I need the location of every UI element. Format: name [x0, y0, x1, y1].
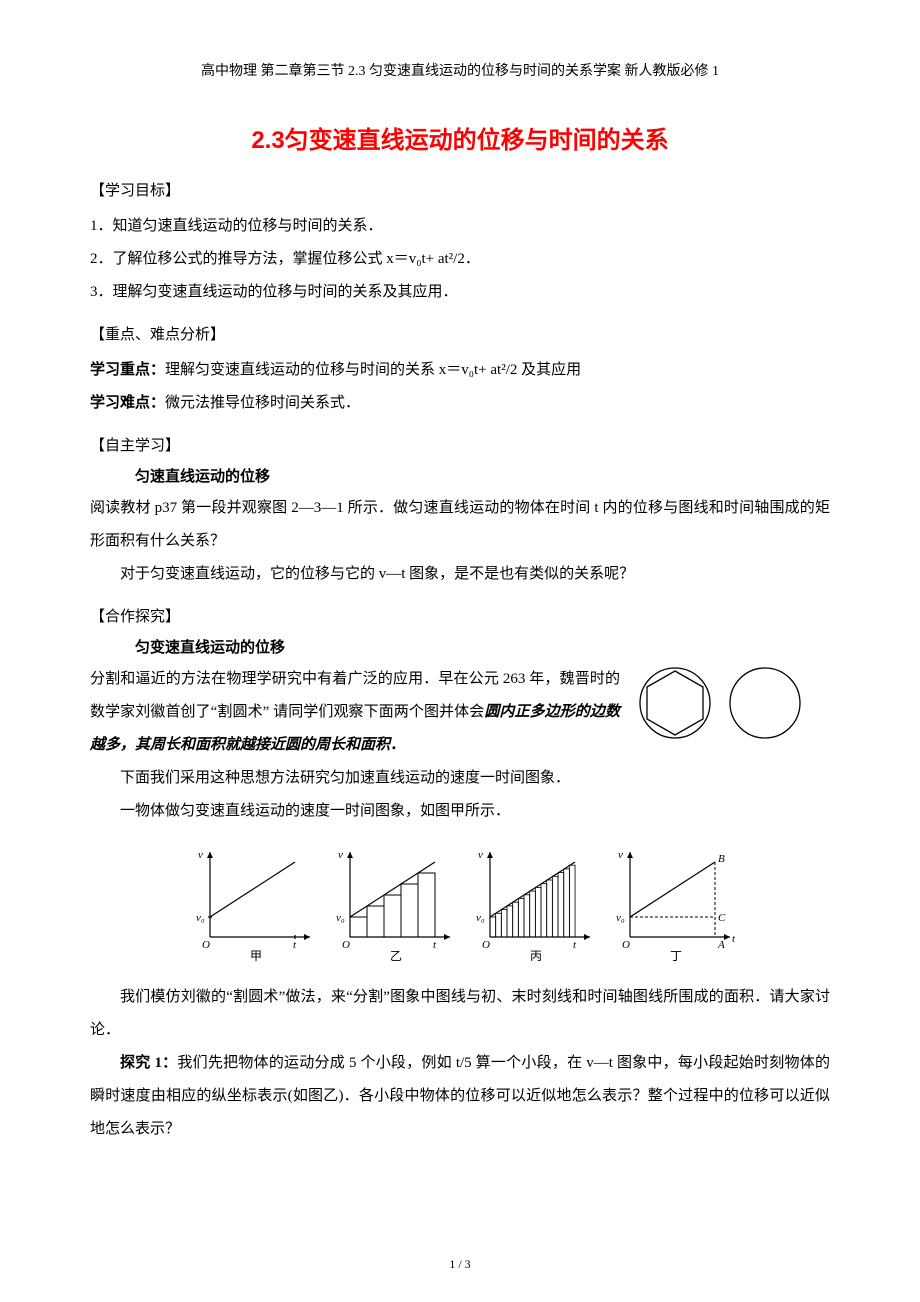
circle-icon — [730, 668, 800, 738]
header-text: 高中物理 第二章第三节 2.3 匀变速直线运动的位移与时间的关系学案 新人教版必… — [90, 60, 830, 80]
svg-text:丙: 丙 — [530, 949, 542, 962]
svg-text:t: t — [573, 939, 577, 951]
focus-heading: 【重点、难点分析】 — [90, 323, 830, 344]
chart-jia: v v₀ O t 甲 — [196, 849, 310, 962]
chart-ding: v v₀ O B C A t 丁 — [616, 849, 736, 962]
page: 高中物理 第二章第三节 2.3 匀变速直线运动的位移与时间的关系学案 新人教版必… — [0, 0, 920, 1302]
self-sub: 匀速直线运动的位移 — [90, 465, 830, 486]
svg-text:O: O — [482, 939, 490, 951]
focus-line2: 学习难点：微元法推导位移时间关系式． — [90, 387, 830, 420]
svg-text:v: v — [338, 849, 343, 861]
svg-text:乙: 乙 — [390, 949, 402, 962]
coop-sub: 匀变速直线运动的位移 — [90, 636, 830, 657]
svg-text:丁: 丁 — [670, 949, 682, 962]
polygon-circle-svg — [630, 663, 830, 743]
chart-yi: v v₀ O t 乙 — [336, 849, 450, 962]
svg-text:t: t — [732, 933, 736, 945]
coop-p2: 下面我们采用这种思想方法研究匀加速直线运动的速度一时间图象． — [90, 762, 830, 795]
self-heading: 【自主学习】 — [90, 434, 830, 455]
svg-text:v: v — [198, 849, 203, 861]
goals-heading: 【学习目标】 — [90, 179, 830, 200]
vt-charts: v v₀ O t 甲 v v₀ O — [90, 842, 830, 967]
self-p1: 阅读教材 p37 第一段并观察图 2—3—1 所示．做匀速直线运动的物体在时间 … — [90, 492, 830, 558]
svg-text:O: O — [342, 939, 350, 951]
svg-text:v₀: v₀ — [616, 912, 625, 924]
svg-text:甲: 甲 — [250, 949, 262, 962]
vt-charts-svg: v v₀ O t 甲 v v₀ O — [180, 842, 740, 962]
svg-text:O: O — [202, 939, 210, 951]
focus-line1: 学习重点：理解匀变速直线运动的位移与时间的关系 x＝v₀t+ at²/2 及其应… — [90, 354, 830, 387]
self-p2: 对于匀变速直线运动，它的位移与它的 v—t 图象，是不是也有类似的关系呢？ — [90, 558, 830, 591]
svg-text:t: t — [433, 939, 437, 951]
svg-text:v₀: v₀ — [476, 912, 485, 924]
focus-line1-text: 理解匀变速直线运动的位移与时间的关系 x＝v₀t+ at²/2 及其应用 — [165, 362, 581, 378]
goal-item-3: 3．理解匀变速直线运动的位移与时间的关系及其应用． — [90, 276, 830, 309]
coop-p3: 一物体做匀变速直线运动的速度一时间图象，如图甲所示． — [90, 795, 830, 828]
hexagon-in-circle-icon — [640, 668, 710, 738]
coop-p4: 我们模仿刘徽的“割圆术”做法，来“分割”图象中图线与初、末时刻线和时间轴图线所围… — [90, 981, 830, 1047]
svg-text:v₀: v₀ — [336, 912, 345, 924]
chart-bing: v v₀ O t 丙 — [476, 849, 590, 962]
svg-text:C: C — [718, 912, 726, 924]
explore1-label: 探究 1： — [120, 1055, 177, 1071]
focus-line2-label: 学习难点： — [90, 395, 165, 411]
main-title: 2.3匀变速直线运动的位移与时间的关系 — [90, 120, 830, 155]
page-number: 1 / 3 — [0, 1257, 920, 1272]
goal-item-2: 2．了解位移公式的推导方法，掌握位移公式 x＝v₀t+ at²/2． — [90, 243, 830, 276]
goal-item-1: 1．知道匀速直线运动的位移与时间的关系． — [90, 210, 830, 243]
focus-line2-text: 微元法推导位移时间关系式． — [165, 395, 360, 411]
svg-text:B: B — [718, 853, 725, 865]
svg-text:A: A — [717, 939, 725, 951]
explore1-text: 我们先把物体的运动分成 5 个小段，例如 t/5 算一个小段，在 v—t 图象中… — [90, 1055, 830, 1137]
polygon-circle-figure — [630, 663, 830, 748]
svg-text:v₀: v₀ — [196, 912, 205, 924]
svg-text:v: v — [618, 849, 623, 861]
coop-heading: 【合作探究】 — [90, 605, 830, 626]
focus-line1-label: 学习重点： — [90, 362, 165, 378]
explore1: 探究 1：我们先把物体的运动分成 5 个小段，例如 t/5 算一个小段，在 v—… — [90, 1047, 830, 1146]
svg-text:O: O — [622, 939, 630, 951]
svg-text:v: v — [478, 849, 483, 861]
svg-text:t: t — [293, 939, 297, 951]
